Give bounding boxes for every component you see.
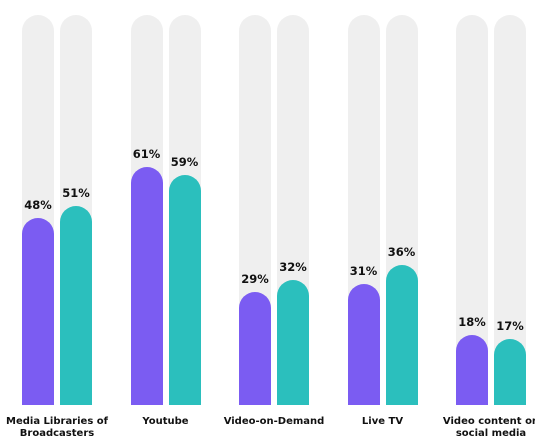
bar — [60, 206, 92, 405]
value-label: 31% — [349, 264, 378, 279]
x-tick-label: Media Libraries of Broadcasters — [6, 416, 108, 439]
bar — [456, 334, 488, 405]
value-label: 48% — [24, 197, 52, 212]
bar — [22, 217, 54, 405]
value-label: 36% — [387, 244, 416, 259]
value-label: 32% — [279, 260, 307, 275]
value-label: 51% — [62, 186, 90, 201]
bar — [168, 174, 201, 405]
bar — [277, 280, 309, 405]
bar — [385, 264, 418, 405]
x-tick-label: Video content on social media — [442, 416, 535, 439]
bar — [239, 291, 271, 405]
value-label: 29% — [241, 271, 269, 286]
value-label: 59% — [170, 154, 199, 169]
bar — [347, 284, 380, 405]
x-tick-label: Youtube — [142, 416, 189, 427]
x-tick-label: Video-on-Demand — [223, 416, 325, 427]
bar — [130, 167, 163, 405]
value-label: 61% — [132, 147, 161, 162]
bar — [494, 338, 526, 405]
x-tick-label: Live TV — [361, 416, 404, 427]
value-label: 18% — [458, 314, 486, 329]
value-label: 17% — [496, 318, 524, 333]
